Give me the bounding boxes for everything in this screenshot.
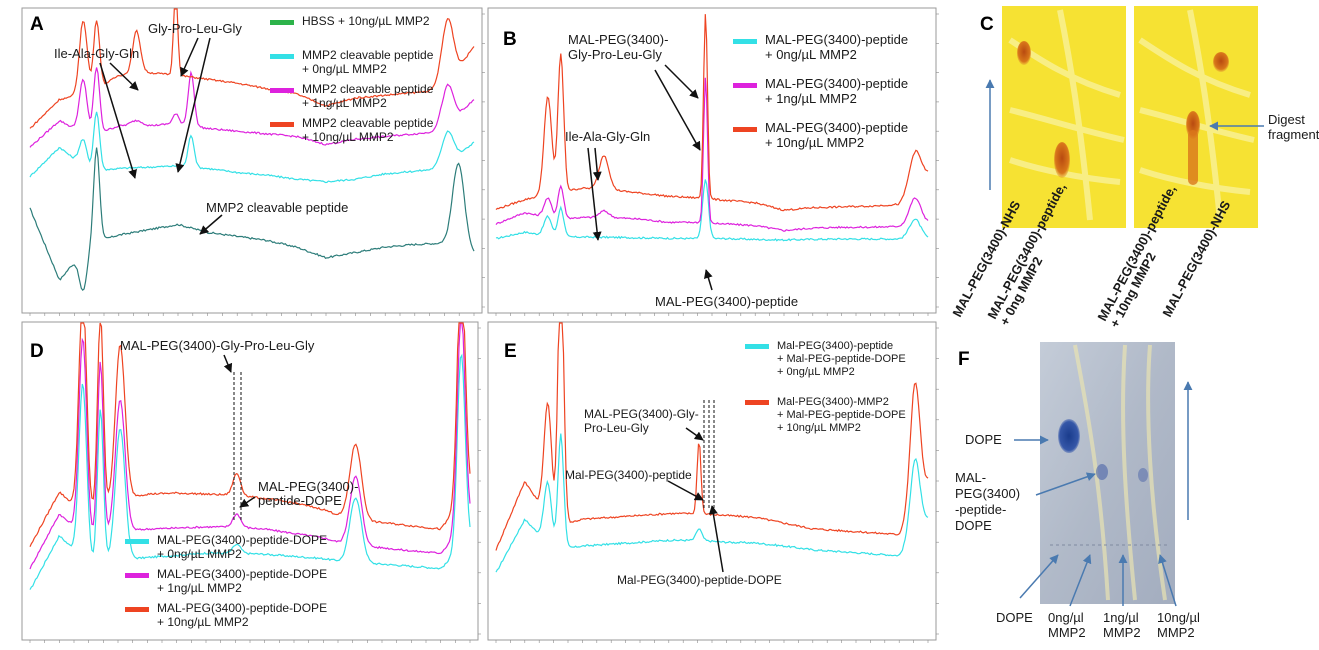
legend-swatch (733, 39, 757, 44)
text-line: MAL-PEG(3400)-peptide-DOPE (157, 567, 327, 581)
text-line: + 0ng/µL MMP2 (777, 366, 855, 378)
text-line: MMP2 cleavable peptide (302, 82, 434, 96)
lane-label-f-10ng: 10ng/µl MMP2 (1157, 610, 1200, 640)
panel-letter-f: F (958, 349, 970, 370)
legend-swatch (125, 539, 149, 544)
label-mal-peg-peptide-dope: MAL-PEG(3400) -peptide-DOPE (955, 470, 1020, 533)
text-line: + 1ng/µL MMP2 (765, 91, 857, 106)
text-line: DOPE (955, 518, 992, 533)
text-line: 0ng/µl (1048, 610, 1084, 625)
lane-label-f-dope: DOPE (996, 610, 1033, 625)
panel-letter-a: A (30, 14, 44, 35)
text-line: + Mal-PEG-peptide-DOPE (777, 353, 906, 365)
annotation-mal-peg-gly-pro-leu-gly-d: MAL-PEG(3400)-Gly-Pro-Leu-Gly (120, 338, 315, 353)
plot-frame-e (488, 322, 936, 640)
text-line: + 10ng/µL MMP2 (302, 130, 394, 144)
tlc-streak (1188, 130, 1198, 185)
legend-swatch (270, 122, 294, 127)
panel-letter-e: E (504, 341, 517, 362)
text-line: MAL- (955, 470, 986, 485)
tlc-spot (1138, 468, 1148, 482)
panel-a: A HBSS + 10ng/µL MMP2 MMP2 cleavable pept… (22, 8, 485, 316)
annotation-mal-peg-peptide-dope-e: Mal-PEG(3400)-peptide-DOPE (617, 573, 782, 587)
tlc-spot-dope (1058, 419, 1080, 453)
text-line: + 10ng/µL MMP2 (765, 135, 864, 150)
text-line: Mal-PEG(3400)-peptide (777, 340, 893, 352)
text-line: + 1ng/µL MMP2 (157, 581, 242, 595)
legend-swatch (745, 400, 769, 405)
text-line: HBSS + 10ng/µL MMP2 (302, 14, 430, 28)
text-line: 10ng/µl (1157, 610, 1200, 625)
text-line: MAL-PEG(3400)-peptide-DOPE (157, 601, 327, 615)
text-line: MAL-PEG(3400)-peptide (765, 76, 908, 91)
legend-swatch (270, 88, 294, 93)
text-line: MAL-PEG(3400)-peptide-DOPE (157, 533, 327, 547)
legend-swatch (125, 607, 149, 612)
text-line: + Mal-PEG-peptide-DOPE (777, 409, 906, 421)
text-line: MAL-PEG(3400)- (568, 32, 668, 47)
tlc-spot (1054, 142, 1070, 178)
panel-letter-b: B (503, 29, 517, 50)
text-line: MAL-PEG(3400)- (258, 479, 358, 494)
panel-c: C Digest fragment MAL-PEG(3400)-NHS MAL-P… (949, 6, 1319, 330)
annotation-mal-peg-peptide-e: Mal-PEG(3400)-peptide (565, 468, 692, 482)
lane-label-f-0ng: 0ng/µl MMP2 (1048, 610, 1086, 640)
text-line: MMP2 cleavable peptide (302, 48, 434, 62)
text-line: + 1ng/µL MMP2 (302, 96, 387, 110)
annotation-mal-peg-gly-pro-leu-gly: MAL-PEG(3400)-Gly-Pro-Leu-Gly (568, 32, 668, 62)
legend-swatch (270, 54, 294, 59)
legend-swatch (733, 83, 757, 88)
text-line: MMP2 (1048, 625, 1086, 640)
annotation-ile-ala-gly-gln: Ile-Ala-Gly-Gln (54, 46, 139, 61)
panel-b: B MAL-PEG(3400)-peptide + 0ng/µL MMP2MAL-… (488, 8, 939, 316)
legend-swatch (270, 20, 294, 25)
tlc-spot (1213, 52, 1229, 72)
text-line: MAL-PEG(3400)-peptide (765, 120, 908, 135)
text-line: + 0ng/µL MMP2 (765, 47, 857, 62)
text-line: MMP2 (1157, 625, 1195, 640)
tlc-spot (1096, 464, 1108, 480)
text-line: Gly-Pro-Leu-Gly (568, 47, 662, 62)
text-line: MAL-PEG(3400)-Gly- (584, 407, 699, 421)
legend-swatch (733, 127, 757, 132)
panel-f: F DOPE MAL-PEG(3400) -peptide-DOPE DOPE 0… (955, 342, 1200, 640)
panel-e: E Mal-PEG(3400)-peptide + Mal-PEG-peptide… (488, 322, 939, 643)
text-line: MMP2 cleavable peptide (302, 116, 434, 130)
text-line: -peptide- (955, 502, 1006, 517)
panel-letter-c: C (980, 14, 994, 35)
text-line: Mal-PEG(3400)-MMP2 (777, 396, 889, 408)
panel-letter-d: D (30, 341, 44, 362)
annotation-mal-peg-peptide-b: MAL-PEG(3400)-peptide (655, 294, 798, 309)
legend-swatch (125, 573, 149, 578)
text-line: Pro-Leu-Gly (584, 421, 649, 435)
text-line: + 10ng/µL MMP2 (157, 615, 249, 629)
plot-frame-b (488, 8, 936, 313)
legend-label: HBSS + 10ng/µL MMP2 (302, 14, 430, 28)
text-line: PEG(3400) (955, 486, 1020, 501)
annotation-gly-pro-leu-gly: Gly-Pro-Leu-Gly (148, 21, 242, 36)
text-line: MMP2 (1103, 625, 1141, 640)
tlc-spot (1017, 41, 1031, 65)
text-line: DOPE (996, 610, 1033, 625)
lane-label-f-1ng: 1ng/µl MMP2 (1103, 610, 1141, 640)
text-line: fragment (1268, 127, 1319, 142)
text-line: peptide-DOPE (258, 493, 342, 508)
label-dope: DOPE (965, 432, 1002, 447)
text-line: 1ng/µl (1103, 610, 1139, 625)
legend-swatch (745, 344, 769, 349)
annotation-digest-fragment: Digest fragment (1268, 112, 1319, 142)
annotation-ile-ala-gly-gln-b: Ile-Ala-Gly-Gln (565, 129, 650, 144)
text-line: Digest (1268, 112, 1305, 127)
panel-d: D MAL-PEG(3400)-peptide-DOPE + 0ng/µL MMP… (22, 322, 481, 643)
text-line: + 0ng/µL MMP2 (302, 62, 387, 76)
text-line: + 10ng/µL MMP2 (777, 422, 861, 434)
text-line: MAL-PEG(3400)-peptide (765, 32, 908, 47)
text-line: + 0ng/µL MMP2 (157, 547, 242, 561)
annotation-mmp2-cleavable-peptide: MMP2 cleavable peptide (206, 200, 348, 215)
